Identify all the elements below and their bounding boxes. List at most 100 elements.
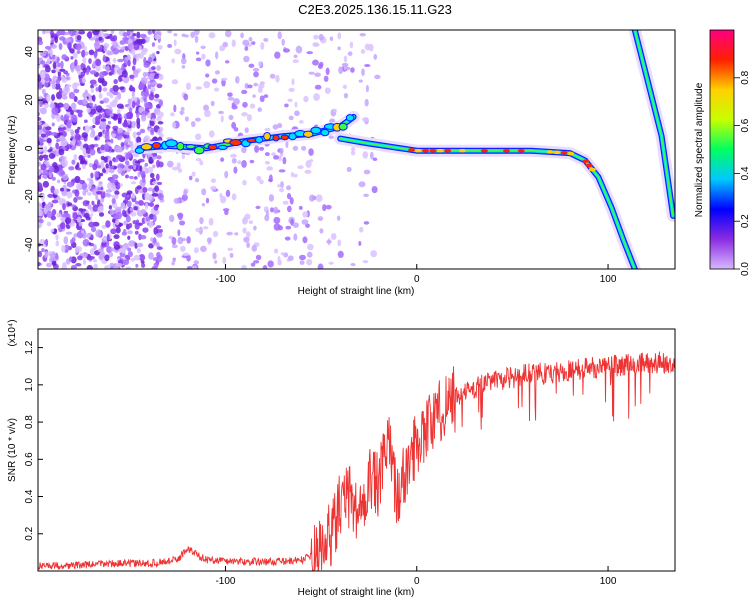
spectrogram-noise-speck bbox=[136, 248, 142, 254]
spectrogram-noise-speck bbox=[349, 41, 354, 49]
spectrogram-noise-speck bbox=[95, 229, 102, 238]
lower-trace-hotspot bbox=[480, 148, 488, 153]
snr-plot: -100 0 100 0.2 0.4 0.6 0.8 1.0 1.2 bbox=[24, 328, 676, 587]
colorbar-tick-label: 0.2 bbox=[740, 214, 750, 228]
spectrogram-noise-speck bbox=[46, 57, 51, 65]
spectrogram-noise-speck bbox=[72, 82, 78, 91]
spectrogram-noise-speck bbox=[286, 185, 292, 191]
spectrogram-noise-speck bbox=[286, 205, 292, 213]
spectrogram-noise-speck bbox=[86, 93, 91, 97]
spectrogram-noise-speck bbox=[122, 121, 129, 128]
spectrogram-noise-speck bbox=[241, 264, 247, 269]
spectrogram-noise-speck bbox=[144, 102, 149, 110]
spectrogram-noise-speck bbox=[81, 182, 88, 190]
spectrogram-noise-speck bbox=[266, 166, 273, 171]
spectrogram-noise-speck bbox=[186, 265, 193, 269]
spectrogram-noise-speck bbox=[130, 30, 134, 33]
spectrogram-noise-speck bbox=[120, 142, 125, 147]
spectrogram-noise-speck bbox=[129, 207, 134, 212]
spectrogram-noise-speck bbox=[147, 80, 152, 87]
spectrogram-noise-speck bbox=[46, 137, 52, 144]
spectrogram-noise-speck bbox=[195, 51, 200, 55]
spectrogram-noise-speck bbox=[144, 162, 149, 167]
spectrogram-noise-speck bbox=[114, 145, 122, 153]
spectrogram-noise-speck bbox=[290, 171, 295, 178]
spectrogram-noise-speck bbox=[81, 163, 86, 170]
spectrogram-noise-speck bbox=[102, 97, 110, 104]
spectrogram-noise-speck bbox=[171, 166, 179, 171]
spectrogram-noise-speck bbox=[359, 226, 364, 233]
spectrogram-noise-speck bbox=[328, 261, 334, 265]
spectrogram-noise-speck bbox=[88, 49, 95, 56]
spectrogram-noise-speck bbox=[92, 125, 96, 129]
spectrogram-noise-speck bbox=[111, 198, 116, 205]
spectrogram-noise-speck bbox=[329, 36, 334, 42]
spectrogram-noise-speck bbox=[100, 155, 105, 161]
spectrogram-noise-speck bbox=[98, 84, 102, 93]
snr-xtick-label: 0 bbox=[414, 576, 420, 587]
spectrogram-noise-speck bbox=[369, 151, 374, 160]
spectrogram-noise-speck bbox=[46, 221, 52, 227]
spectrogram-noise-speck bbox=[55, 240, 60, 247]
spectrogram-noise-speck bbox=[72, 138, 76, 146]
spectrogram-noise-speck bbox=[74, 175, 81, 184]
spectrogram-noise-speck bbox=[277, 122, 283, 129]
spectrogram-noise-speck bbox=[156, 83, 163, 89]
spectrogram-noise-speck bbox=[246, 242, 251, 248]
spectrogram-noise-speck bbox=[351, 146, 356, 152]
spectrogram-noise-speck bbox=[305, 223, 310, 228]
spectrogram-noise-speck bbox=[129, 149, 135, 154]
spectrogram-noise-speck bbox=[205, 197, 210, 204]
spectrogram-noise-speck bbox=[97, 76, 105, 84]
spectrogram-noise-speck bbox=[80, 71, 84, 78]
spectrogram-noise-speck bbox=[214, 70, 221, 75]
main-trace-hotspot bbox=[134, 147, 145, 154]
spectrogram-noise-speck bbox=[154, 185, 160, 192]
spectrogram-noise-speck bbox=[259, 95, 265, 103]
spectrogram-noise-speck bbox=[363, 193, 370, 197]
spectrogram-noise-speck bbox=[102, 54, 107, 63]
spectrogram-noise-speck bbox=[45, 30, 50, 34]
spectrogram-noise-speck bbox=[98, 92, 103, 99]
spectrogram-noise-speck bbox=[156, 225, 162, 229]
spectrogram-ytick-label: 40 bbox=[24, 46, 35, 58]
spectrogram-noise-speck bbox=[201, 188, 207, 196]
spectrogram-noise-speck bbox=[74, 189, 80, 197]
spectrogram-noise-speck bbox=[125, 144, 130, 148]
lower-trace-hotspot bbox=[408, 148, 416, 152]
spectrogram-noise-speck bbox=[52, 62, 57, 70]
spectrogram-noise-speck bbox=[252, 94, 256, 98]
spectrogram-noise-speck bbox=[181, 194, 188, 201]
spectrogram-noise-speck bbox=[136, 122, 141, 129]
spectrogram-noise-speck bbox=[350, 150, 356, 156]
spectrogram-noise-speck bbox=[201, 202, 206, 207]
spectrogram-noise-speck bbox=[142, 227, 149, 233]
spectrogram-noise-speck bbox=[118, 75, 123, 83]
spectrogram-noise-speck bbox=[151, 42, 156, 47]
spectrogram-noise-speck bbox=[308, 71, 315, 75]
snr-xtick-label: -100 bbox=[215, 576, 235, 587]
spectrogram-noise-speck bbox=[278, 169, 286, 173]
spectrogram-noise-speck bbox=[156, 246, 163, 251]
spectrogram-noise-speck bbox=[94, 170, 99, 179]
spectrogram-noise-speck bbox=[104, 114, 110, 119]
spectrogram-noise-speck bbox=[39, 99, 44, 108]
spectrogram-noise-speck bbox=[363, 169, 371, 175]
spectrogram-noise-speck bbox=[157, 192, 164, 200]
spectrogram-noise-speck bbox=[71, 114, 78, 123]
spectrogram-noise-speck bbox=[98, 36, 103, 41]
spectrogram-noise-speck bbox=[86, 107, 91, 113]
spectrogram-noise-speck bbox=[38, 121, 43, 126]
spectrogram-noise-speck bbox=[124, 56, 130, 61]
spectrogram-noise-speck bbox=[63, 210, 69, 214]
spectrogram-noise-speck bbox=[167, 160, 174, 168]
spectrogram-noise-speck bbox=[133, 206, 138, 211]
spectrogram-noise-speck bbox=[293, 54, 298, 59]
spectrogram-noise-speck bbox=[208, 130, 215, 138]
spectrogram-noise-speck bbox=[199, 217, 204, 225]
spectrogram-noise-speck bbox=[131, 100, 136, 109]
spectrogram-noise-speck bbox=[190, 265, 198, 269]
spectrogram-noise-speck bbox=[78, 154, 84, 161]
spectrogram-noise-speck bbox=[65, 231, 73, 235]
spectrogram-noise-speck bbox=[370, 250, 378, 258]
